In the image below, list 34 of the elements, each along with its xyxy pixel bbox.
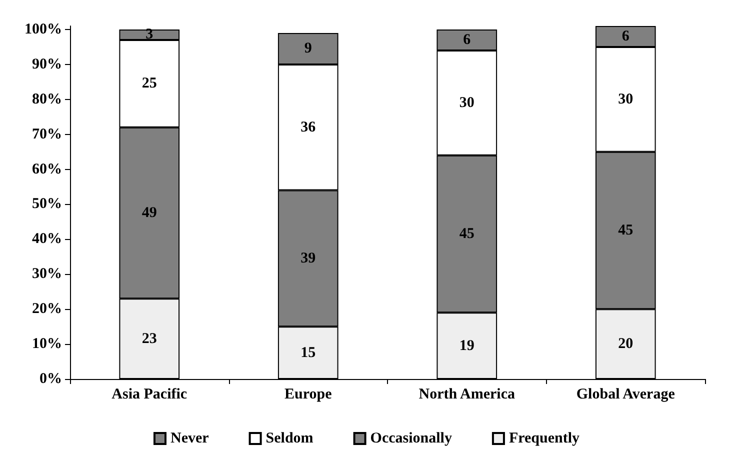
legend-label: Occasionally xyxy=(370,430,452,446)
y-tick-label: 60% xyxy=(32,161,62,178)
x-tick-label: Global Average xyxy=(576,386,676,402)
data-label: 30 xyxy=(618,91,634,108)
data-label: 36 xyxy=(300,119,316,136)
x-tick-label: North America xyxy=(418,386,516,402)
x-tick-label: Asia Pacific xyxy=(112,386,188,402)
data-label: 49 xyxy=(142,204,157,221)
data-label: 6 xyxy=(463,32,472,48)
data-label: 9 xyxy=(304,40,312,57)
y-tick-label: 30% xyxy=(32,266,62,282)
data-label: 20 xyxy=(618,336,634,352)
x-tick-label: Europe xyxy=(284,386,332,402)
y-tick-label: 10% xyxy=(32,336,62,352)
y-tick-label: 90% xyxy=(32,56,62,72)
y-tick-label: 50% xyxy=(32,196,62,212)
data-label: 45 xyxy=(618,222,634,238)
y-tick-label: 70% xyxy=(32,126,62,142)
data-label: 6 xyxy=(622,28,630,44)
data-label: 23 xyxy=(142,330,157,347)
y-tick-label: 40% xyxy=(32,231,62,248)
data-label: 45 xyxy=(459,226,474,242)
data-label: 25 xyxy=(142,76,157,92)
legend-label: Seldom xyxy=(266,430,314,446)
legend-label: Never xyxy=(170,430,210,446)
y-tick-label: 80% xyxy=(32,91,62,108)
data-label: 19 xyxy=(459,338,474,354)
data-label: 39 xyxy=(300,250,316,266)
y-tick-label: 0% xyxy=(40,371,62,387)
y-tick-label: 100% xyxy=(24,21,62,38)
data-label: 15 xyxy=(300,344,316,361)
y-tick-label: 20% xyxy=(32,301,62,318)
data-label: 30 xyxy=(459,94,474,111)
legend-label: Frequently xyxy=(508,430,580,446)
